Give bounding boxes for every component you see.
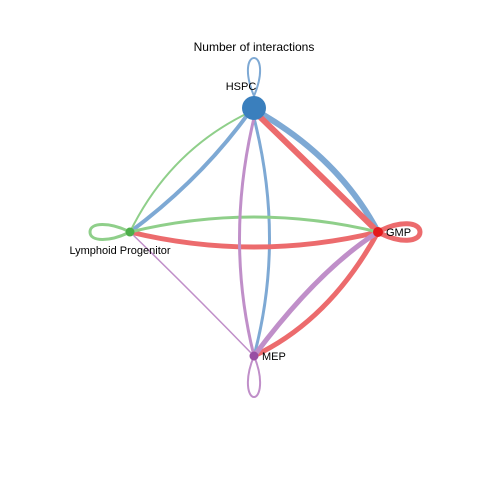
edge-gmp-lymphoid — [127, 229, 381, 250]
node-lymphoid — [125, 227, 135, 237]
edge-mep-self — [247, 355, 261, 399]
edge-lymphoid-gmp — [128, 215, 380, 234]
edge-gmp-hspc — [255, 112, 381, 235]
node-label-mep: MEP — [262, 351, 286, 363]
node-hspc — [242, 96, 266, 120]
edge-lymphoid-self — [88, 223, 132, 241]
edge-hspc-mep — [252, 116, 271, 358]
edge-mep-lymphoid — [129, 231, 255, 357]
node-label-hspc: HSPC — [226, 81, 257, 93]
node-label-gmp: GMP — [386, 227, 411, 239]
edge-gmp-self — [375, 221, 423, 243]
edge-hspc-gmp — [259, 111, 381, 235]
chart-title: Number of interactions — [194, 40, 315, 54]
edge-lymphoid-hspc — [129, 111, 251, 233]
edge-hspc-self — [247, 56, 261, 97]
node-label-lymphoid: Lymphoid Progenitor — [69, 245, 170, 257]
node-mep — [249, 351, 259, 361]
edge-gmp-mep — [251, 229, 381, 359]
node-gmp — [373, 227, 383, 237]
edge-mep-hspc — [238, 116, 256, 358]
edge-mep-gmp — [251, 229, 381, 359]
edge-hspc-lymphoid — [128, 112, 250, 234]
